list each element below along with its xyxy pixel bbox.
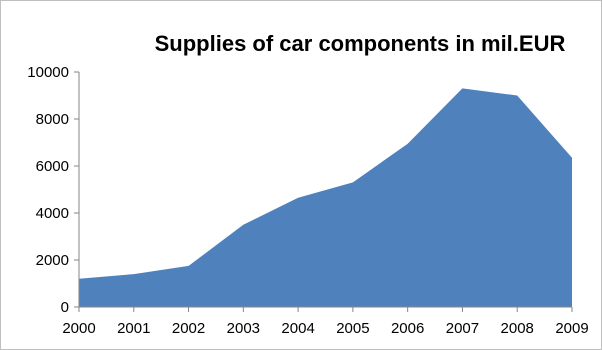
y-tick-label: 10000 [27,64,69,81]
x-tick-label: 2009 [555,320,588,337]
y-tick-label: 8000 [36,111,69,128]
plot-area [79,88,572,308]
chart-title: Supplies of car components in mil.EUR [155,31,566,56]
x-tick-label: 2004 [281,320,314,337]
x-tick-label: 2002 [172,320,205,337]
y-axis: 0 2000 4000 6000 8000 10000 [27,64,80,316]
y-tick-label: 2000 [36,252,69,269]
x-tick-label: 2000 [62,320,95,337]
y-tick-label: 6000 [36,158,69,175]
x-tick-label: 2001 [117,320,150,337]
x-tick-label: 2007 [446,320,479,337]
y-tick-label: 4000 [36,205,69,222]
x-tick-label: 2006 [391,320,424,337]
y-tick-label: 0 [61,299,69,316]
x-tick-label: 2008 [501,320,534,337]
x-tick-label: 2005 [336,320,369,337]
x-axis: 2000 2001 2002 2003 2004 2005 2006 2007 2008 2009 [62,306,589,337]
x-tick-label: 2003 [227,320,260,337]
area-series [79,88,572,308]
